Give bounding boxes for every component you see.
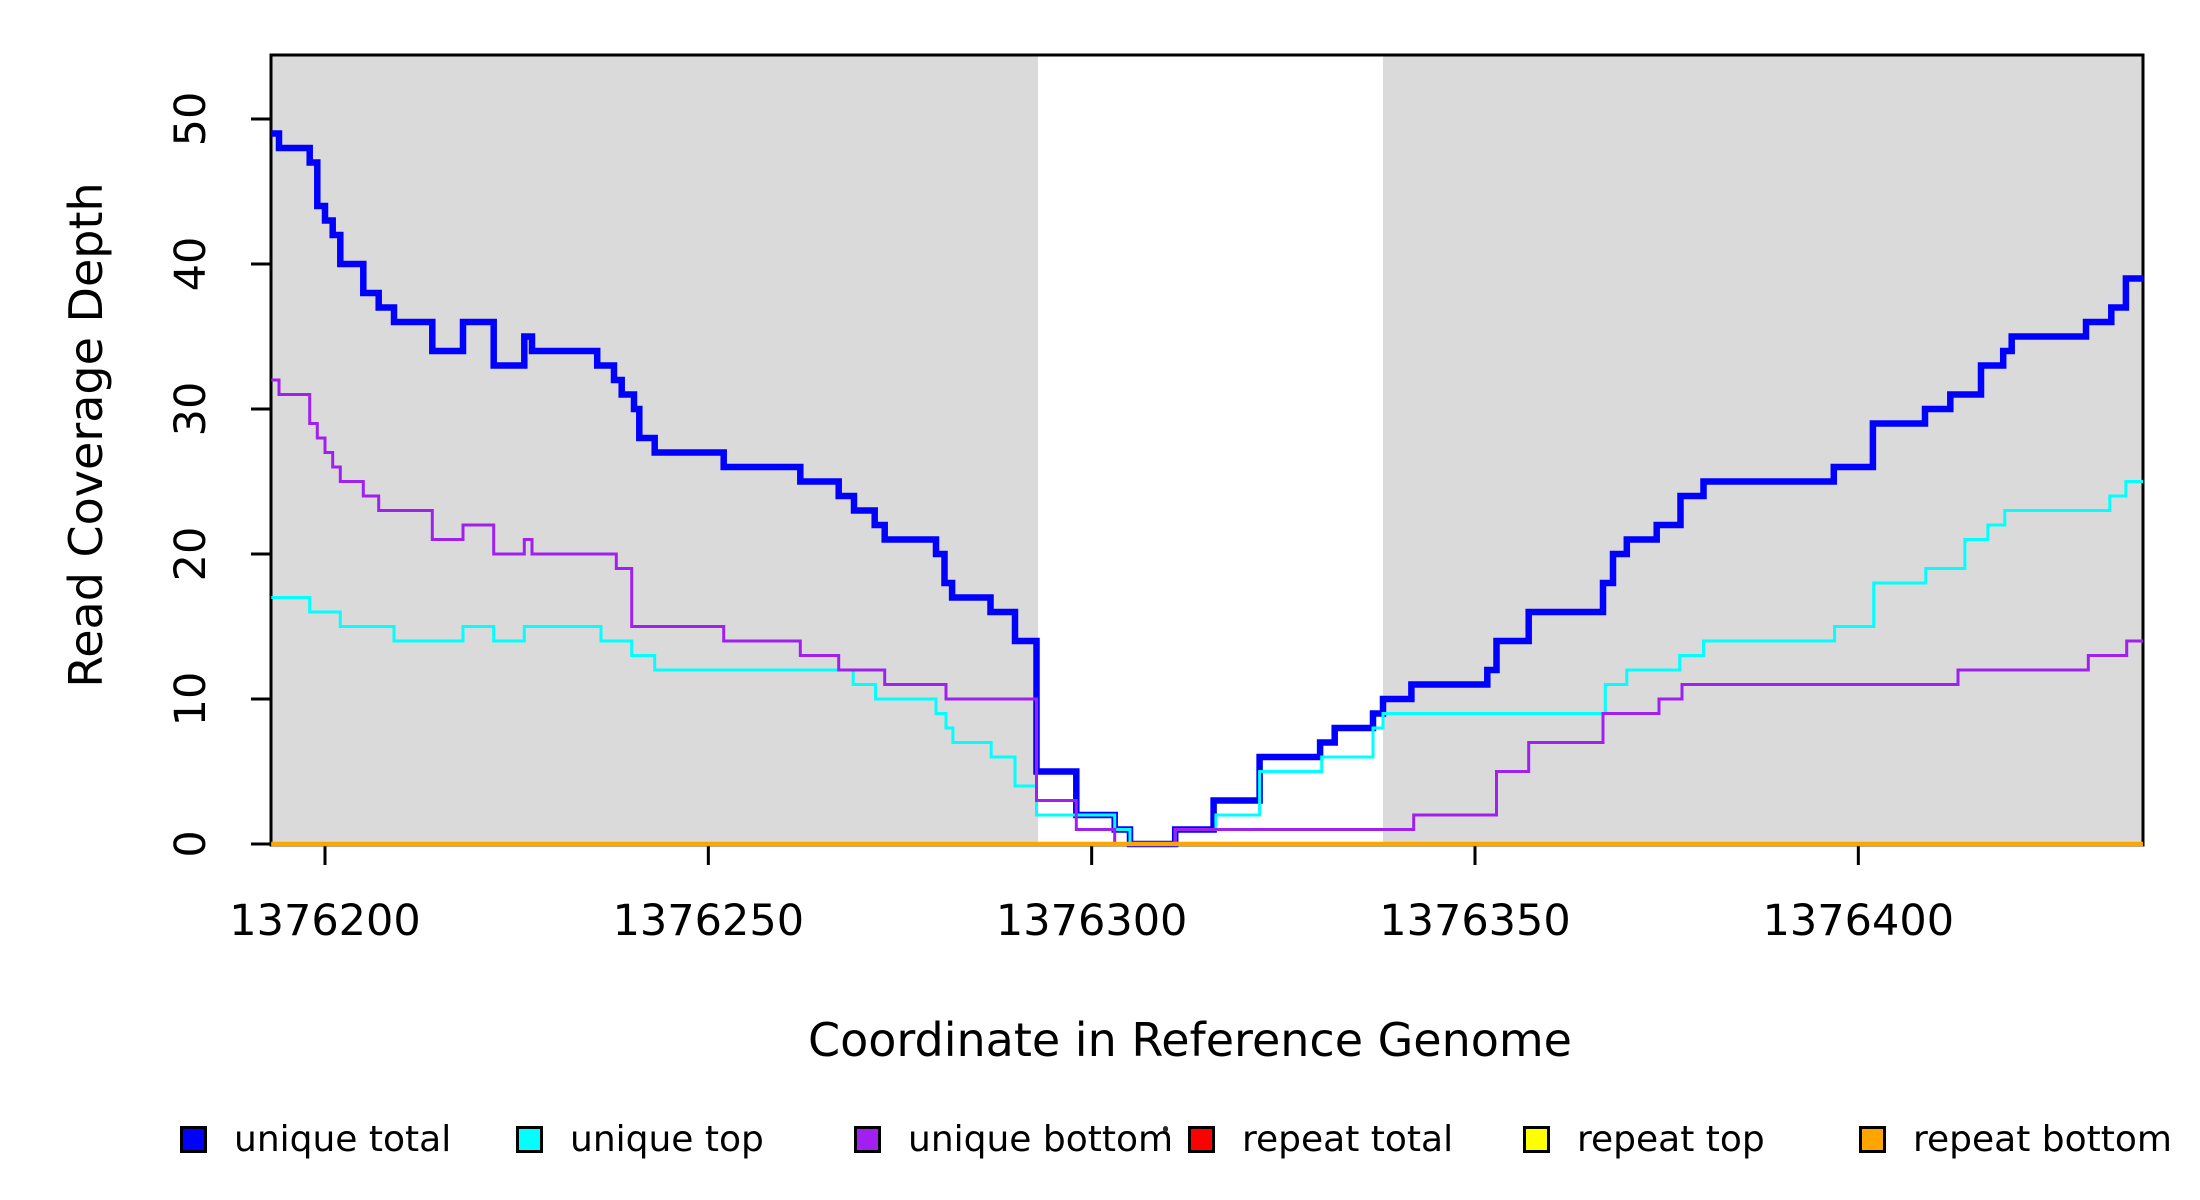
x-tick-label: 1376250 [612,896,805,946]
legend-item-unique-bottom: unique bottom [854,1118,1174,1160]
y-tick-label: 20 [166,526,216,582]
legend-label: repeat bottom [1913,1118,2172,1160]
legend-label: unique top [570,1118,764,1160]
legend-swatch-repeat-top [1523,1125,1550,1153]
series-unique-bottom [271,378,2143,846]
legend-label: repeat top [1577,1118,1765,1160]
legend-label: unique total [234,1118,452,1160]
x-tick-label: 1376200 [229,896,421,946]
y-tick-label: 50 [166,91,216,147]
x-axis-title: Coordinate in Reference Genome [808,1013,1572,1067]
y-tick-label: 10 [166,671,216,727]
legend-item-repeat-total: repeat total [1188,1118,1454,1160]
legend-swatch-unique-top [516,1125,543,1153]
shaded-band [1383,55,2143,845]
y-axis-title: Read Coverage Depth [59,182,113,688]
legend-item-repeat-bottom: repeat bottom [1859,1118,2172,1160]
y-tick-label: 0 [166,830,216,858]
legend-item-unique-top: unique top [516,1118,764,1160]
legend-swatch-repeat-bottom [1859,1125,1886,1153]
legend-item-repeat-top: repeat top [1523,1118,1765,1160]
legend-label: unique bottom [908,1118,1174,1160]
stray-mark [1163,1126,1168,1132]
x-tick-label: 1376400 [1762,896,1955,946]
legend-swatch-unique-bottom [854,1125,881,1153]
legend-item-unique-total: unique total [180,1118,452,1160]
y-tick-label: 30 [166,381,216,437]
y-tick-label: 40 [166,236,216,292]
legend-swatch-unique-total [180,1125,207,1153]
series-unique-top [271,480,2143,846]
legend-swatch-repeat-total [1188,1125,1215,1153]
x-tick-label: 1376350 [1379,896,1571,946]
series-unique-total [271,130,2143,848]
legend-label: repeat total [1242,1118,1454,1160]
x-tick-label: 1376300 [995,896,1188,946]
